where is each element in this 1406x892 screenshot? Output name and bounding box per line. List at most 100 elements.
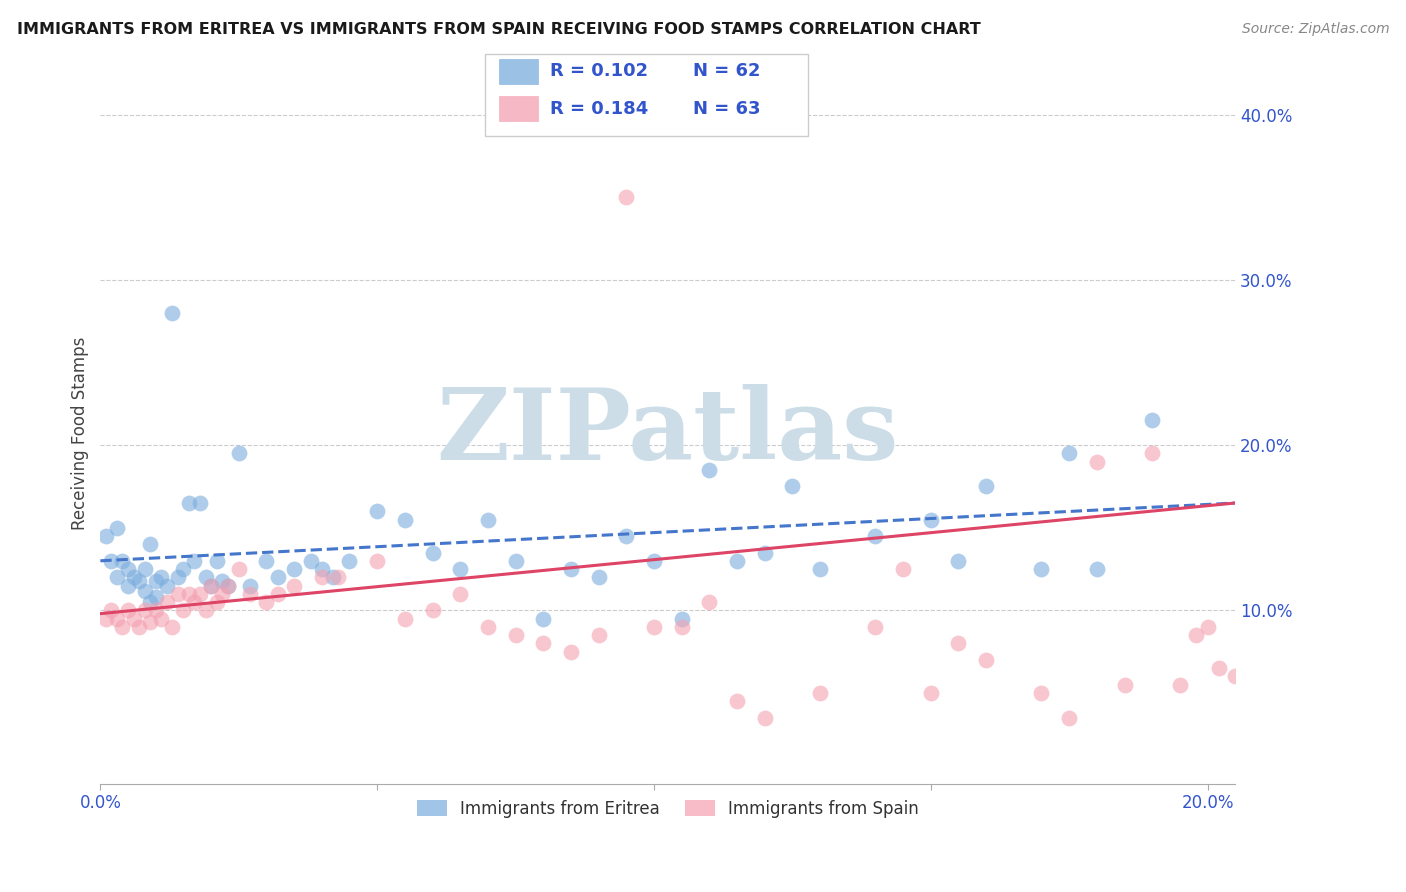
Point — [697, 595, 720, 609]
Point — [105, 611, 128, 625]
Point — [920, 686, 942, 700]
Point — [105, 570, 128, 584]
Point — [172, 562, 194, 576]
Point — [228, 562, 250, 576]
Point — [671, 620, 693, 634]
Point — [1251, 645, 1274, 659]
Point — [217, 578, 239, 592]
Point — [394, 611, 416, 625]
Point — [228, 446, 250, 460]
Point — [697, 463, 720, 477]
Text: R = 0.184: R = 0.184 — [550, 100, 648, 118]
Point — [328, 570, 350, 584]
Point — [122, 570, 145, 584]
Point — [128, 574, 150, 588]
Point — [200, 578, 222, 592]
Point — [117, 562, 139, 576]
Point — [162, 306, 184, 320]
Point — [1031, 562, 1053, 576]
Point — [422, 545, 444, 559]
Point — [283, 578, 305, 592]
Point — [145, 590, 167, 604]
Point — [200, 578, 222, 592]
Point — [477, 620, 499, 634]
Point — [139, 537, 162, 551]
Point — [134, 583, 156, 598]
Point — [865, 620, 887, 634]
Point — [145, 574, 167, 588]
Point — [1279, 686, 1302, 700]
Point — [1057, 446, 1080, 460]
Point — [150, 611, 173, 625]
Point — [948, 554, 970, 568]
Point — [449, 562, 471, 576]
Point — [134, 603, 156, 617]
Point — [205, 554, 228, 568]
Point — [366, 554, 388, 568]
Point — [808, 686, 831, 700]
Point — [394, 512, 416, 526]
Point — [1140, 446, 1163, 460]
Legend: Immigrants from Eritrea, Immigrants from Spain: Immigrants from Eritrea, Immigrants from… — [411, 793, 925, 824]
Point — [172, 603, 194, 617]
Point — [94, 529, 117, 543]
Point — [588, 628, 610, 642]
Point — [531, 611, 554, 625]
Point — [139, 615, 162, 629]
Point — [808, 562, 831, 576]
Point — [194, 603, 217, 617]
Point — [188, 496, 211, 510]
Text: IMMIGRANTS FROM ERITREA VS IMMIGRANTS FROM SPAIN RECEIVING FOOD STAMPS CORRELATI: IMMIGRANTS FROM ERITREA VS IMMIGRANTS FR… — [17, 22, 980, 37]
Point — [560, 645, 582, 659]
Point — [94, 611, 117, 625]
Point — [865, 529, 887, 543]
Point — [156, 595, 179, 609]
Point — [217, 578, 239, 592]
Point — [974, 479, 997, 493]
Point — [505, 628, 527, 642]
Point — [1085, 562, 1108, 576]
Point — [948, 636, 970, 650]
Point — [754, 711, 776, 725]
Point — [643, 620, 665, 634]
Point — [531, 636, 554, 650]
Text: R = 0.102: R = 0.102 — [550, 62, 648, 80]
Point — [166, 570, 188, 584]
Text: N = 63: N = 63 — [693, 100, 761, 118]
Point — [100, 603, 122, 617]
Point — [477, 512, 499, 526]
Point — [1057, 711, 1080, 725]
Point — [266, 587, 288, 601]
Text: ZIPatlas: ZIPatlas — [436, 384, 898, 482]
Point — [211, 574, 233, 588]
Point — [1225, 669, 1247, 683]
Point — [614, 190, 637, 204]
Point — [254, 554, 277, 568]
Point — [105, 521, 128, 535]
Point — [188, 587, 211, 601]
Point — [891, 562, 914, 576]
Point — [177, 587, 200, 601]
Point — [422, 603, 444, 617]
Point — [671, 611, 693, 625]
Point — [505, 554, 527, 568]
Point — [266, 570, 288, 584]
Point — [128, 620, 150, 634]
Point — [183, 554, 205, 568]
Point — [782, 479, 804, 493]
Point — [177, 496, 200, 510]
Point — [322, 570, 344, 584]
Point — [1168, 678, 1191, 692]
Point — [1140, 413, 1163, 427]
Point — [1114, 678, 1136, 692]
Point — [449, 587, 471, 601]
Point — [560, 562, 582, 576]
Point — [366, 504, 388, 518]
Point — [725, 554, 748, 568]
Point — [299, 554, 322, 568]
Point — [311, 562, 333, 576]
Point — [139, 595, 162, 609]
Point — [150, 570, 173, 584]
Point — [339, 554, 361, 568]
Point — [194, 570, 217, 584]
